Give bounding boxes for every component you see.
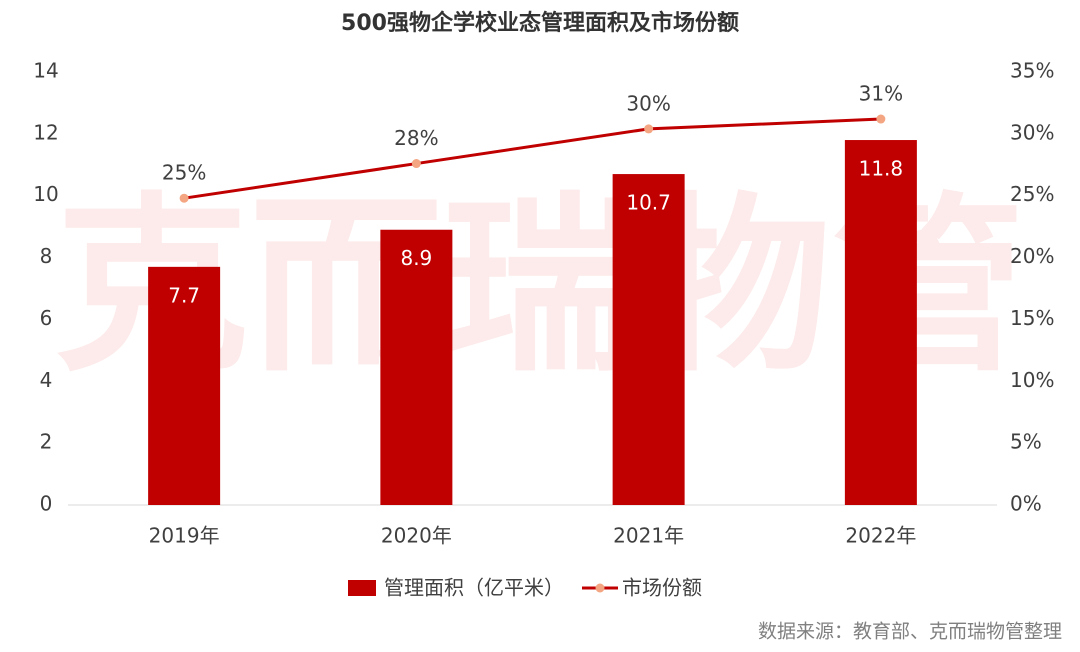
chart-title: 500强物企学校业态管理面积及市场份额 <box>341 10 739 36</box>
line <box>183 117 881 200</box>
x-tick-label: 2020年 <box>381 524 452 548</box>
bar <box>148 266 221 505</box>
line-marker <box>876 114 886 124</box>
line-value-label: 30% <box>626 91 670 115</box>
y-tick-label: 0 <box>40 492 53 516</box>
bar-value-label: 8.9 <box>400 246 432 270</box>
legend-label: 管理面积（亿平米） <box>384 576 564 600</box>
y-tick-label: 8 <box>40 244 53 268</box>
bar-value-label: 10.7 <box>626 191 671 215</box>
bar <box>380 229 453 505</box>
y-tick-label: 4 <box>40 368 53 392</box>
line-value-label: 25% <box>162 161 206 185</box>
x-tick-label: 2022年 <box>845 524 916 548</box>
line-value-label: 28% <box>394 126 438 150</box>
bar <box>844 140 917 506</box>
bar-value-label: 7.7 <box>168 283 200 307</box>
bar <box>612 174 685 506</box>
legend-label: 市场份额 <box>622 576 702 600</box>
line-marker <box>644 124 654 134</box>
y2-tick-label: 35% <box>1010 59 1054 83</box>
y2-tick-label: 15% <box>1010 306 1054 330</box>
y2-tick-label: 25% <box>1010 182 1054 206</box>
legend-swatch <box>348 580 376 596</box>
y2-tick-label: 20% <box>1010 244 1054 268</box>
line-value-label: 31% <box>859 82 903 106</box>
y2-tick-label: 10% <box>1010 368 1054 392</box>
y-tick-label: 6 <box>40 306 53 330</box>
y2-tick-label: 5% <box>1010 430 1042 454</box>
y-tick-label: 2 <box>40 430 53 454</box>
bar-value-label: 11.8 <box>859 157 904 181</box>
line-marker <box>411 159 421 169</box>
y2-tick-label: 30% <box>1010 120 1054 144</box>
x-tick-label: 2019年 <box>149 524 220 548</box>
y-tick-label: 10 <box>33 182 58 206</box>
y-tick-label: 14 <box>33 59 58 83</box>
source-note: 数据来源：教育部、克而瑞物管整理 <box>758 621 1062 643</box>
y-tick-label: 12 <box>33 120 58 144</box>
y2-tick-label: 0% <box>1010 492 1042 516</box>
line-marker <box>179 193 189 203</box>
x-tick-label: 2021年 <box>613 524 684 548</box>
legend-swatch <box>595 583 605 593</box>
